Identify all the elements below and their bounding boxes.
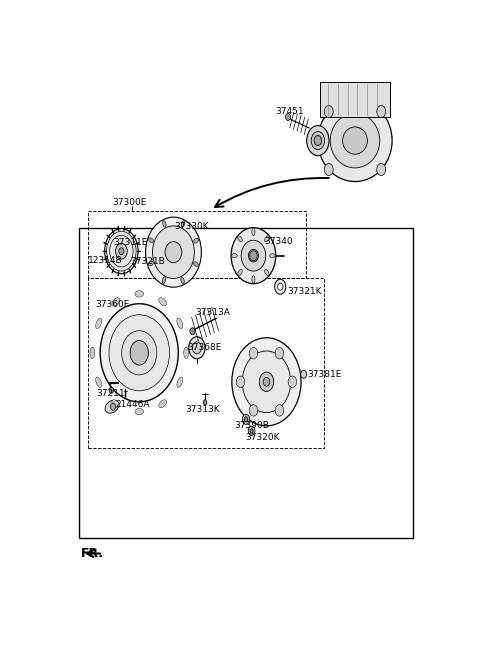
Text: 12314B: 12314B	[88, 256, 122, 265]
Circle shape	[275, 405, 284, 416]
Circle shape	[248, 426, 255, 436]
Ellipse shape	[330, 113, 380, 168]
Circle shape	[314, 136, 322, 146]
Text: 37311E: 37311E	[113, 238, 147, 246]
Ellipse shape	[232, 254, 237, 258]
Circle shape	[311, 131, 324, 150]
Circle shape	[324, 105, 333, 118]
Ellipse shape	[249, 250, 258, 262]
Ellipse shape	[193, 239, 198, 243]
Ellipse shape	[159, 400, 167, 408]
Circle shape	[236, 376, 245, 387]
Ellipse shape	[241, 240, 266, 271]
Circle shape	[307, 125, 329, 155]
Bar	[79, 228, 413, 538]
Circle shape	[249, 405, 258, 416]
Circle shape	[130, 341, 148, 365]
Ellipse shape	[162, 277, 166, 283]
Bar	[320, 82, 390, 117]
Text: FR.: FR.	[81, 547, 104, 560]
Circle shape	[244, 417, 248, 422]
Text: 37300E: 37300E	[112, 198, 146, 207]
Circle shape	[263, 378, 270, 386]
Circle shape	[242, 414, 250, 424]
Circle shape	[192, 342, 202, 354]
Circle shape	[116, 243, 127, 259]
Ellipse shape	[238, 270, 242, 276]
Circle shape	[249, 348, 258, 359]
Ellipse shape	[163, 221, 166, 227]
Ellipse shape	[159, 298, 167, 305]
Ellipse shape	[96, 318, 102, 329]
Ellipse shape	[318, 99, 392, 181]
Ellipse shape	[145, 217, 202, 287]
Text: 21446A: 21446A	[115, 400, 150, 409]
Ellipse shape	[121, 331, 157, 375]
Ellipse shape	[238, 236, 242, 242]
Circle shape	[105, 229, 138, 274]
Text: 37381E: 37381E	[307, 370, 342, 379]
Circle shape	[203, 400, 207, 405]
Text: 37368E: 37368E	[187, 343, 222, 352]
Ellipse shape	[184, 347, 189, 359]
Ellipse shape	[109, 315, 169, 391]
Ellipse shape	[149, 238, 154, 242]
Ellipse shape	[112, 400, 120, 408]
Circle shape	[277, 283, 283, 290]
Ellipse shape	[232, 338, 301, 426]
Circle shape	[377, 164, 386, 176]
Ellipse shape	[252, 276, 255, 283]
Ellipse shape	[252, 228, 255, 235]
Circle shape	[324, 164, 333, 176]
Text: 37390B: 37390B	[234, 421, 269, 430]
Text: 37321K: 37321K	[287, 287, 322, 296]
Ellipse shape	[181, 221, 185, 228]
Ellipse shape	[100, 304, 178, 402]
Ellipse shape	[177, 377, 183, 387]
Ellipse shape	[242, 351, 291, 413]
Circle shape	[189, 337, 205, 359]
Ellipse shape	[135, 408, 144, 415]
Circle shape	[110, 403, 116, 410]
Text: 37340: 37340	[264, 237, 292, 246]
Text: 37313K: 37313K	[186, 405, 220, 414]
Circle shape	[259, 372, 274, 391]
Circle shape	[288, 376, 297, 387]
Circle shape	[250, 429, 253, 433]
Circle shape	[300, 370, 307, 378]
Text: 37330K: 37330K	[175, 222, 209, 231]
Circle shape	[109, 387, 114, 393]
Text: 37320K: 37320K	[245, 433, 280, 442]
Ellipse shape	[181, 277, 184, 283]
Text: 37451: 37451	[275, 107, 304, 116]
Ellipse shape	[264, 270, 269, 276]
Text: 37360E: 37360E	[96, 300, 130, 309]
Ellipse shape	[148, 261, 153, 266]
Ellipse shape	[96, 377, 102, 387]
Ellipse shape	[165, 242, 182, 263]
Text: 37211: 37211	[96, 389, 125, 398]
Circle shape	[190, 328, 195, 335]
Ellipse shape	[90, 347, 95, 359]
Circle shape	[377, 105, 386, 118]
Text: 37313A: 37313A	[195, 308, 230, 317]
Ellipse shape	[343, 127, 367, 154]
Text: 37321B: 37321B	[131, 257, 166, 266]
Ellipse shape	[264, 236, 269, 242]
Ellipse shape	[112, 298, 120, 305]
Ellipse shape	[105, 400, 119, 413]
Circle shape	[286, 114, 290, 120]
Ellipse shape	[270, 254, 275, 258]
Ellipse shape	[135, 291, 144, 297]
Circle shape	[275, 280, 286, 294]
Ellipse shape	[193, 262, 198, 266]
Circle shape	[119, 248, 124, 255]
Ellipse shape	[231, 227, 276, 283]
Circle shape	[250, 251, 257, 261]
Ellipse shape	[153, 226, 194, 278]
Circle shape	[275, 348, 284, 359]
Ellipse shape	[177, 318, 183, 329]
